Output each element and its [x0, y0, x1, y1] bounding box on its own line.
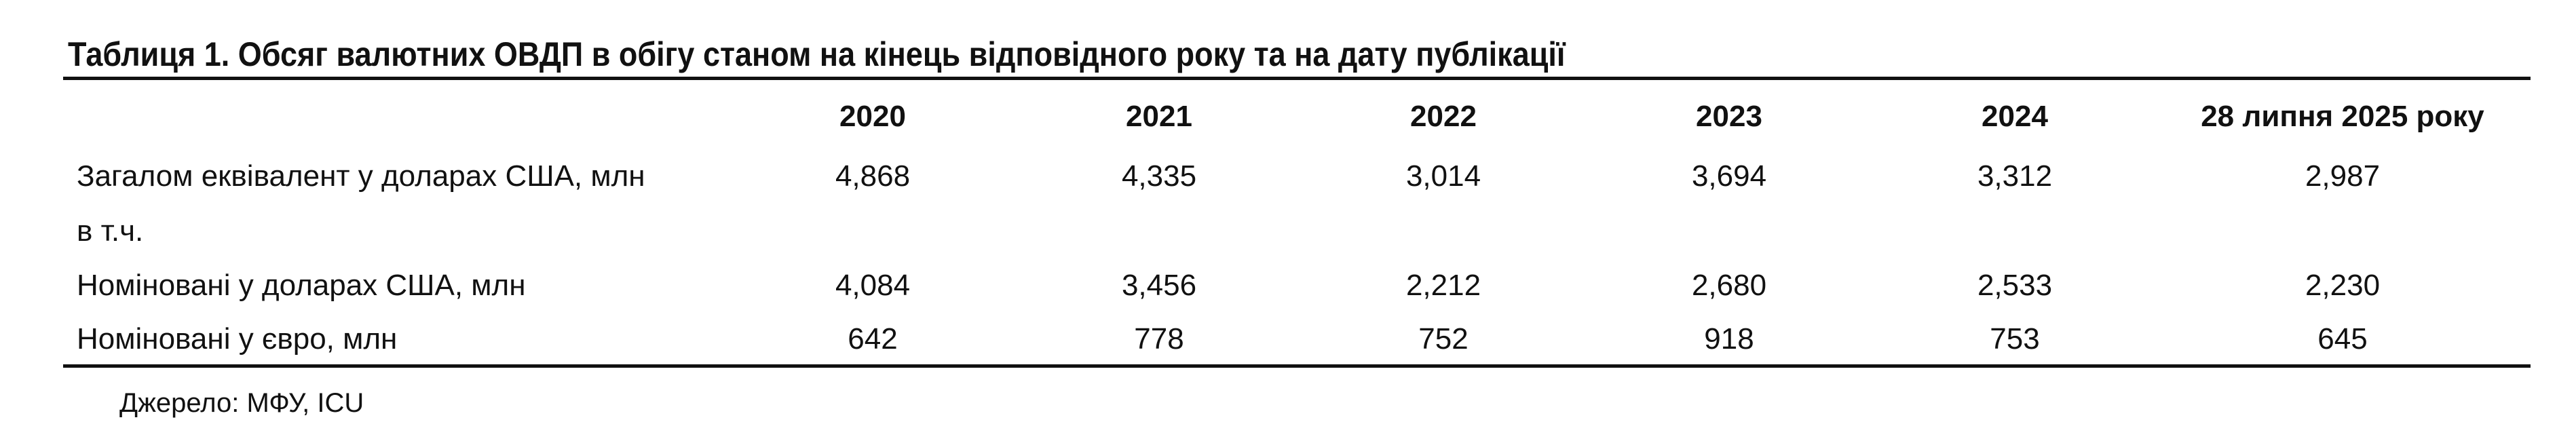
- row-label: Загалом еквівалент у доларах США, млн: [77, 159, 645, 193]
- column-header: 28 липня 2025 року: [2201, 100, 2484, 133]
- cell: 4,868: [835, 159, 911, 193]
- cell: 918: [1704, 322, 1754, 356]
- source-note: Джерело: МФУ, ICU: [119, 388, 364, 418]
- cell: 753: [1990, 322, 2040, 356]
- column-header: 2020: [839, 100, 906, 133]
- cell: 778: [1134, 322, 1184, 356]
- cell: 752: [1418, 322, 1469, 356]
- cell: 642: [848, 322, 898, 356]
- row-label: Номіновані у євро, млн: [77, 322, 398, 356]
- column-header: 2023: [1696, 100, 1762, 133]
- cell: 2,680: [1691, 269, 1767, 302]
- cell: 4,084: [835, 269, 911, 302]
- cell: 3,014: [1405, 159, 1481, 193]
- table-title: Таблиця 1. Обсяг валютних ОВДП в обігу с…: [68, 35, 1566, 73]
- cell: 2,230: [2305, 269, 2381, 302]
- column-header: 2024: [1982, 100, 2048, 133]
- cell: 4,335: [1121, 159, 1197, 193]
- cell: 2,533: [1977, 269, 2053, 302]
- column-header: 2022: [1410, 100, 1477, 133]
- column-header: 2021: [1126, 100, 1192, 133]
- top-rule: [63, 77, 2531, 80]
- row-label: в т.ч.: [77, 214, 144, 248]
- cell: 3,456: [1121, 269, 1197, 302]
- row-label: Номіновані у доларах США, млн: [77, 269, 526, 302]
- bottom-rule: [63, 364, 2531, 368]
- cell: 2,987: [2305, 159, 2381, 193]
- cell: 3,312: [1977, 159, 2053, 193]
- cell: 3,694: [1691, 159, 1767, 193]
- cell: 2,212: [1405, 269, 1481, 302]
- cell: 645: [2317, 322, 2368, 356]
